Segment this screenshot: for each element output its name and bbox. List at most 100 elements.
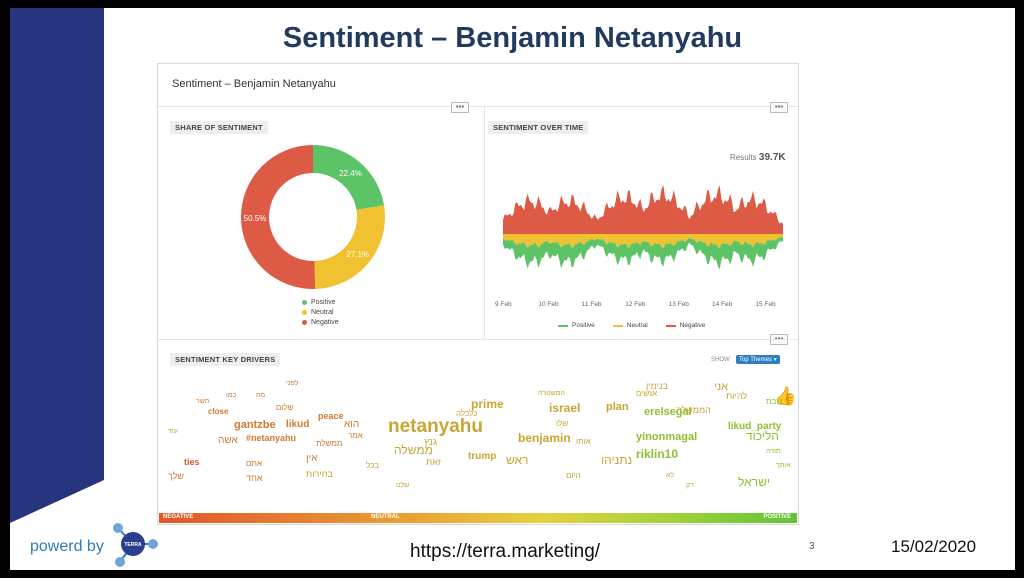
- word-cloud-term[interactable]: היום: [566, 471, 581, 480]
- word-cloud-term[interactable]: כמו: [226, 392, 237, 399]
- word-cloud-term[interactable]: להיות: [726, 391, 748, 401]
- results-value: 39.7K: [758, 152, 786, 163]
- results-count: Results 39.7K: [730, 152, 786, 163]
- donut-slice-neutral: [314, 205, 385, 289]
- dashboard-header: Sentiment – Benjamin Netanyahu: [158, 64, 798, 107]
- time-panel-more-button[interactable]: ▪▪▪: [770, 102, 788, 113]
- x-tick-label: 14 Feb: [712, 301, 733, 308]
- powered-by-text: powerd by: [30, 538, 104, 555]
- legend-neutral: Neutral: [612, 322, 648, 329]
- word-cloud-term[interactable]: לפני: [286, 380, 299, 387]
- word-cloud-term[interactable]: ties: [184, 457, 200, 467]
- word-cloud-term[interactable]: netanyahu: [388, 416, 484, 437]
- legend-positive-label: Positive: [311, 298, 336, 306]
- word-cloud-term[interactable]: gantzbe: [234, 419, 276, 431]
- legend-neutral-label: Neutral: [626, 322, 648, 329]
- word-cloud-term[interactable]: ממשלת: [316, 439, 343, 448]
- word-cloud-term[interactable]: אותו: [576, 437, 591, 446]
- terra-logo-icon: TERRA: [113, 523, 158, 567]
- word-cloud-term[interactable]: לא: [666, 472, 675, 479]
- neutral-line-icon: [612, 324, 623, 327]
- word-cloud-term[interactable]: השר: [196, 398, 210, 405]
- word-cloud-term[interactable]: תודה: [766, 448, 781, 455]
- donut-slice-negative: [241, 145, 316, 289]
- word-cloud-term[interactable]: ממשלה: [394, 443, 433, 457]
- legend-positive: Positive: [302, 297, 339, 307]
- word-cloud-term[interactable]: הוא: [344, 419, 360, 430]
- x-tick-label: 12 Feb: [625, 301, 646, 308]
- legend-neutral-label: Neutral: [311, 308, 334, 316]
- x-tick-label: 11 Feb: [581, 301, 602, 308]
- word-cloud-term[interactable]: benjamin: [518, 431, 571, 445]
- share-donut-chart: 22.4% 27.1% 50.5%: [241, 145, 385, 289]
- top-themes-dropdown[interactable]: Top Themes ▾: [736, 355, 780, 364]
- word-cloud-term[interactable]: likud_party: [728, 421, 782, 432]
- legend-positive: Positive: [558, 322, 595, 329]
- word-cloud-term[interactable]: נתניהו: [601, 453, 633, 467]
- word-cloud-term[interactable]: peace: [318, 411, 344, 421]
- word-cloud-term[interactable]: ראש: [506, 453, 529, 467]
- word-cloud-term[interactable]: רק: [686, 482, 694, 489]
- word-cloud-term[interactable]: שלו: [556, 419, 569, 428]
- area-positive: [503, 236, 783, 270]
- area-neutral: [503, 234, 783, 249]
- footer-url[interactable]: https://terra.marketing/: [410, 541, 601, 562]
- word-cloud-term[interactable]: trump: [468, 451, 497, 462]
- word-cloud-term[interactable]: עוד: [168, 428, 178, 435]
- legend-negative: Negative: [302, 317, 339, 327]
- scale-neutral-label: NEUTRAL: [371, 514, 400, 520]
- word-cloud-term[interactable]: אתם: [246, 459, 262, 468]
- legend-negative: Negative: [665, 322, 705, 329]
- word-cloud-term[interactable]: שלנו: [396, 482, 410, 489]
- logo-text: TERRA: [124, 542, 142, 548]
- word-cloud-term[interactable]: yinonmagal: [636, 431, 698, 443]
- word-cloud-term[interactable]: ישראל: [738, 475, 770, 489]
- word-cloud-term[interactable]: שבת: [766, 397, 783, 406]
- word-cloud-term[interactable]: אני: [714, 381, 729, 393]
- word-cloud-term[interactable]: בחירות: [306, 469, 334, 479]
- word-cloud-term[interactable]: גנץ: [424, 437, 438, 448]
- word-cloud-term[interactable]: הממשלה: [676, 405, 711, 415]
- word-cloud-term[interactable]: אשה: [218, 435, 238, 446]
- x-tick-label: 15 Feb: [755, 301, 776, 308]
- word-cloud-term[interactable]: erelsegal: [644, 406, 692, 418]
- panel-divider-horizontal: [158, 339, 798, 340]
- legend-neutral: Neutral: [302, 307, 339, 317]
- time-panel-label: SENTIMENT OVER TIME: [488, 121, 589, 134]
- word-cloud-term[interactable]: likud: [286, 419, 310, 430]
- word-cloud-term[interactable]: בכל: [366, 461, 380, 470]
- word-cloud-term[interactable]: אותך: [776, 462, 791, 469]
- word-cloud-term[interactable]: riklin10: [636, 447, 679, 461]
- word-cloud-term[interactable]: אמר: [348, 431, 363, 440]
- word-cloud-term[interactable]: israel: [549, 401, 581, 415]
- word-cloud-term[interactable]: אין: [306, 453, 318, 464]
- word-cloud-term[interactable]: בנימין: [646, 381, 668, 391]
- scale-positive-label: POSITIVE: [763, 514, 791, 520]
- word-cloud-term[interactable]: זאת: [426, 457, 441, 467]
- share-panel-more-button[interactable]: ▪▪▪: [451, 102, 469, 113]
- word-cloud-term[interactable]: #netanyahu: [246, 433, 297, 443]
- word-cloud-term[interactable]: מה: [256, 392, 266, 399]
- slide: Sentiment – Benjamin Netanyahu Sentiment…: [10, 8, 1015, 570]
- legend-positive-label: Positive: [572, 322, 595, 329]
- share-legend: Positive Neutral Negative: [302, 297, 339, 327]
- word-cloud-term[interactable]: שלום: [276, 403, 294, 412]
- word-cloud-term[interactable]: המשטרה: [538, 390, 565, 397]
- word-cloud-term[interactable]: plan: [606, 401, 629, 413]
- slide-title: Sentiment – Benjamin Netanyahu: [282, 22, 743, 54]
- word-cloud-term[interactable]: הליכוד: [746, 429, 779, 443]
- word-cloud-term[interactable]: כלכלה: [456, 409, 478, 418]
- word-cloud-term[interactable]: שלך: [168, 471, 184, 481]
- time-legend: Positive Neutral Negative: [558, 322, 705, 329]
- show-label: SHOW: [711, 357, 730, 363]
- positive-line-icon: [558, 324, 568, 327]
- legend-negative-label: Negative: [311, 318, 339, 326]
- donut-value-label: 22.4%: [339, 169, 362, 178]
- x-tick-label: 10 Feb: [538, 301, 559, 308]
- word-cloud-term[interactable]: close: [208, 407, 229, 416]
- word-cloud-term[interactable]: אחד: [246, 473, 263, 483]
- word-cloud-term[interactable]: prime: [471, 397, 504, 411]
- x-tick-label: 9 Feb: [495, 301, 512, 308]
- word-cloud-term[interactable]: אנשים: [636, 389, 658, 398]
- negative-line-icon: [665, 324, 676, 327]
